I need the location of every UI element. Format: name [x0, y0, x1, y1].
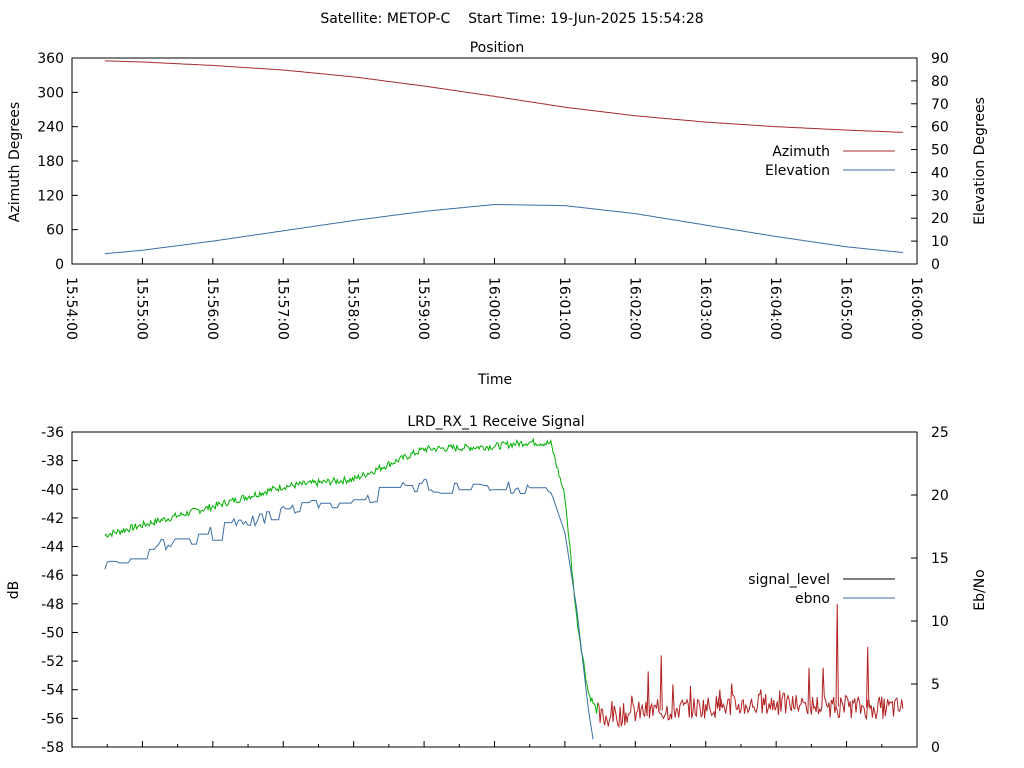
position-time-axis-label: Time — [477, 372, 512, 388]
left-tick-label: -38 — [41, 454, 64, 470]
right-tick-label: 0 — [931, 740, 940, 756]
time-tick-label: 16:02:00 — [626, 277, 642, 340]
left-tick-label: -36 — [41, 425, 64, 441]
left-tick-label: -48 — [41, 597, 64, 613]
left-tick-label: 360 — [37, 51, 64, 67]
series-line-azimuth — [104, 60, 903, 133]
time-tick-label: 15:56:00 — [204, 277, 220, 340]
time-tick-label: 15:58:00 — [345, 277, 361, 340]
left-tick-label: -56 — [41, 711, 64, 727]
left-tick-label: -40 — [41, 482, 64, 498]
signal-level-spike — [659, 655, 663, 711]
position-right-axis: 0 10 20 30 40 50 60 70 80 90 — [911, 51, 949, 273]
legend-label-ebno: ebno — [795, 591, 830, 607]
signal-level-spike — [718, 689, 722, 707]
left-tick-label: -54 — [41, 683, 64, 699]
position-plot-frame — [71, 57, 918, 265]
right-tick-label: 10 — [931, 614, 949, 630]
position-series — [104, 60, 903, 255]
right-tick-label: 80 — [931, 74, 949, 90]
time-tick-label: 15:55:00 — [133, 277, 149, 340]
time-tick-label: 16:01:00 — [556, 277, 572, 340]
right-tick-label: 70 — [931, 97, 949, 113]
time-tick-label: 16:00:00 — [486, 277, 502, 340]
series-line-signal-level-acquired — [104, 437, 599, 714]
right-tick-label: 10 — [931, 234, 949, 250]
receive-signal-plot-frame — [71, 431, 918, 748]
right-tick-label: 60 — [931, 120, 949, 136]
right-tick-label: 25 — [931, 425, 949, 441]
time-tick-label: 16:05:00 — [838, 277, 854, 340]
series-line-signal-level-lost — [597, 667, 904, 728]
left-tick-label: 180 — [37, 154, 64, 170]
position-right-axis-label: Elevation Degrees — [972, 97, 988, 225]
right-tick-label: 30 — [931, 188, 949, 204]
series-line-elevation — [104, 204, 903, 255]
legend-label-elevation: Elevation — [765, 163, 830, 179]
left-tick-label: 120 — [37, 188, 64, 204]
receive-signal-chart-title: LRD_RX_1 Receive Signal — [407, 414, 584, 430]
left-tick-label: 300 — [37, 85, 64, 101]
left-tick-label: 0 — [55, 257, 64, 273]
position-left-axis: 0 60 120 180 240 300 360 — [37, 51, 78, 273]
time-tick-label: 16:03:00 — [697, 277, 713, 340]
left-tick-label: -52 — [41, 654, 64, 670]
time-tick-label: 16:04:00 — [767, 277, 783, 340]
left-tick-label: -44 — [41, 540, 64, 556]
receive-signal-left-axis-label: dB — [6, 581, 22, 600]
right-tick-label: 0 — [931, 257, 940, 273]
right-tick-label: 40 — [931, 165, 949, 181]
receive-signal-series — [104, 437, 904, 740]
receive-signal-left-axis: -58 -56 -54 -52 -50 -48 -46 -44 -42 -40 -38 -36 — [41, 425, 78, 756]
position-time-axis: 15:54:00 15:55:00 15:56:00 15:57:00 15:58:00… — [63, 258, 924, 340]
receive-signal-legend: signal_level ebno — [748, 572, 895, 607]
position-chart-title: Position — [470, 40, 525, 56]
left-tick-label: -50 — [41, 625, 64, 641]
left-tick-label: -42 — [41, 511, 64, 527]
right-tick-label: 15 — [931, 551, 949, 567]
right-tick-label: 20 — [931, 211, 949, 227]
legend-label-azimuth: Azimuth — [772, 144, 830, 160]
right-tick-label: 50 — [931, 143, 949, 159]
right-tick-label: 5 — [931, 677, 940, 693]
left-tick-label: -58 — [41, 740, 64, 756]
right-tick-label: 20 — [931, 488, 949, 504]
receive-signal-chart: LRD_RX_1 Receive Signal -58-56-54-52-50-… — [6, 414, 988, 756]
time-tick-label: 16:06:00 — [908, 277, 924, 340]
receive-signal-time-axis — [71, 741, 918, 747]
left-tick-label: 60 — [46, 223, 64, 239]
receive-signal-right-axis-label: Eb/No — [972, 569, 988, 611]
right-tick-label: 90 — [931, 51, 949, 67]
position-left-axis-label: Azimuth Degrees — [7, 102, 23, 222]
signal-level-spike — [835, 603, 839, 707]
position-chart: Position 0 60 120 180 240 300 360 0 10 20 30 40 50 6… — [7, 40, 988, 388]
receive-signal-right-axis: 0 5 10 15 20 25 — [911, 425, 949, 756]
time-tick-label: 15:57:00 — [274, 277, 290, 340]
left-tick-label: -46 — [41, 568, 64, 584]
time-tick-label: 15:59:00 — [415, 277, 431, 340]
position-legend: Azimuth Elevation — [765, 144, 895, 179]
signal-level-spike — [866, 646, 870, 708]
legend-label-signal-level: signal_level — [748, 572, 830, 588]
page-title: Satellite: METOP-C Start Time: 19-Jun-20… — [320, 11, 703, 27]
time-tick-label: 15:54:00 — [63, 277, 79, 340]
left-tick-label: 240 — [37, 120, 64, 136]
series-line-ebno — [104, 479, 594, 740]
